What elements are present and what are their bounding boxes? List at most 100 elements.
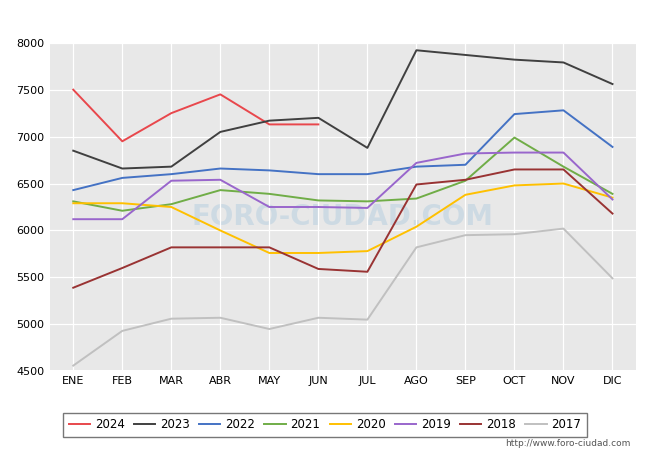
- 2018: [462, 177, 469, 183]
- Text: Afiliados en Meco a 31/5/2024: Afiliados en Meco a 31/5/2024: [188, 10, 462, 28]
- 2021: [462, 178, 469, 184]
- 2020: [413, 224, 421, 230]
- 2023: [510, 57, 518, 63]
- 2021: [413, 196, 421, 201]
- 2017: [608, 276, 616, 281]
- 2020: [70, 201, 77, 206]
- 2020: [168, 204, 176, 210]
- 2023: [168, 164, 176, 169]
- 2017: [560, 226, 567, 231]
- Line: 2019: 2019: [73, 153, 612, 219]
- 2017: [70, 363, 77, 368]
- Line: 2017: 2017: [73, 229, 612, 365]
- 2022: [510, 112, 518, 117]
- 2024: [118, 139, 126, 144]
- 2021: [560, 164, 567, 169]
- 2022: [315, 171, 322, 177]
- Line: 2021: 2021: [73, 138, 612, 211]
- 2017: [216, 315, 224, 320]
- 2019: [363, 205, 371, 211]
- 2021: [315, 198, 322, 203]
- 2022: [168, 171, 176, 177]
- 2017: [413, 245, 421, 250]
- 2020: [560, 181, 567, 186]
- Text: http://www.foro-ciudad.com: http://www.foro-ciudad.com: [505, 439, 630, 448]
- 2019: [70, 216, 77, 222]
- 2020: [608, 195, 616, 200]
- 2020: [265, 250, 273, 256]
- 2022: [216, 166, 224, 171]
- 2017: [118, 328, 126, 333]
- 2020: [462, 192, 469, 198]
- 2022: [363, 171, 371, 177]
- 2018: [510, 167, 518, 172]
- 2023: [608, 81, 616, 87]
- 2018: [363, 269, 371, 274]
- 2018: [118, 266, 126, 271]
- Line: 2023: 2023: [73, 50, 612, 168]
- 2021: [608, 191, 616, 197]
- 2023: [265, 118, 273, 123]
- 2024: [216, 92, 224, 97]
- 2017: [363, 317, 371, 322]
- 2023: [216, 129, 224, 135]
- 2023: [560, 60, 567, 65]
- 2019: [265, 204, 273, 210]
- 2023: [118, 166, 126, 171]
- 2023: [413, 48, 421, 53]
- 2019: [608, 197, 616, 202]
- 2024: [265, 122, 273, 127]
- 2019: [216, 177, 224, 183]
- 2018: [216, 245, 224, 250]
- 2019: [315, 204, 322, 210]
- 2017: [462, 233, 469, 238]
- 2023: [462, 52, 469, 58]
- Line: 2022: 2022: [73, 110, 612, 190]
- 2018: [560, 167, 567, 172]
- 2018: [70, 285, 77, 290]
- 2020: [216, 228, 224, 233]
- 2018: [168, 245, 176, 250]
- 2019: [510, 150, 518, 155]
- Line: 2024: 2024: [73, 90, 318, 141]
- 2017: [168, 316, 176, 321]
- 2020: [363, 248, 371, 254]
- Line: 2020: 2020: [73, 184, 612, 253]
- 2018: [315, 266, 322, 272]
- 2019: [462, 151, 469, 156]
- 2021: [168, 202, 176, 207]
- 2022: [462, 162, 469, 167]
- 2024: [168, 110, 176, 116]
- 2022: [265, 168, 273, 173]
- 2020: [510, 183, 518, 188]
- 2018: [413, 182, 421, 187]
- 2021: [510, 135, 518, 140]
- Text: FORO-CIUDAD.COM: FORO-CIUDAD.COM: [192, 203, 494, 231]
- 2019: [118, 216, 126, 222]
- 2023: [315, 115, 322, 121]
- 2017: [315, 315, 322, 320]
- 2023: [70, 148, 77, 153]
- 2021: [363, 198, 371, 204]
- 2022: [70, 187, 77, 193]
- 2024: [70, 87, 77, 92]
- 2023: [363, 145, 371, 151]
- 2022: [413, 164, 421, 169]
- Line: 2018: 2018: [73, 170, 612, 288]
- 2021: [70, 198, 77, 204]
- 2022: [560, 108, 567, 113]
- 2019: [413, 160, 421, 166]
- 2019: [560, 150, 567, 155]
- 2022: [118, 175, 126, 180]
- 2022: [608, 144, 616, 150]
- 2024: [315, 122, 322, 127]
- 2020: [315, 250, 322, 256]
- Legend: 2024, 2023, 2022, 2021, 2020, 2019, 2018, 2017: 2024, 2023, 2022, 2021, 2020, 2019, 2018…: [63, 413, 587, 437]
- 2017: [265, 326, 273, 332]
- 2021: [118, 208, 126, 213]
- 2018: [265, 245, 273, 250]
- 2021: [216, 187, 224, 193]
- 2018: [608, 211, 616, 216]
- 2020: [118, 201, 126, 206]
- 2019: [168, 178, 176, 184]
